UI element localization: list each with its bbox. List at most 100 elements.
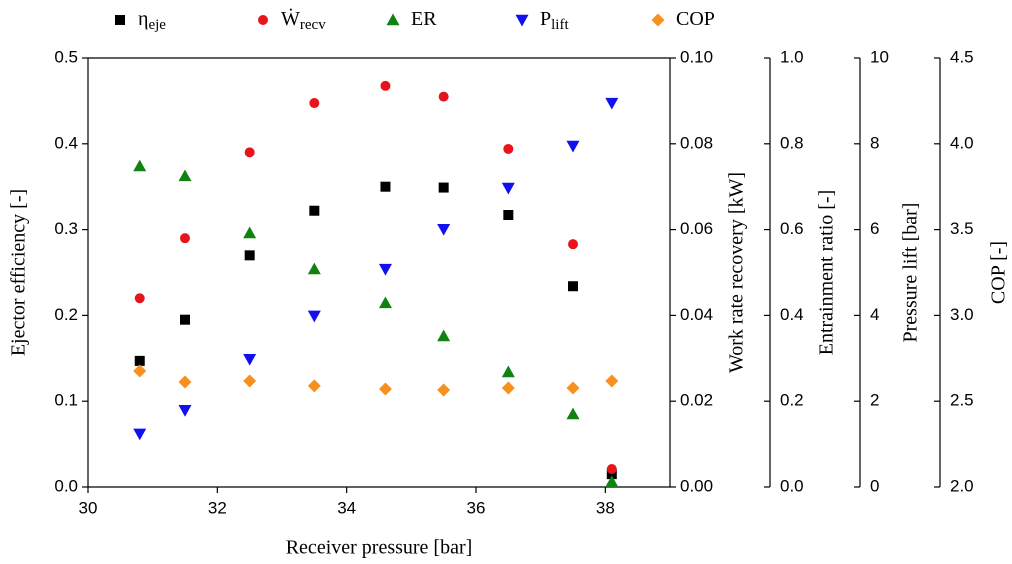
- y3-axis-title: Entrainment ratio [-]: [816, 190, 838, 356]
- y2-tick-label: 0.06: [680, 219, 713, 238]
- data-point: [378, 382, 392, 396]
- y4-tick-label: 10: [870, 47, 889, 66]
- legend-marker: [386, 13, 400, 26]
- y5-tick-label: 3.5: [950, 219, 974, 238]
- y5-axis-title: COP [-]: [988, 241, 1010, 304]
- legend-name: ER: [411, 8, 437, 30]
- data-point: [566, 381, 580, 395]
- y-tick-label: 0.3: [54, 219, 78, 238]
- x-tick-label: 38: [596, 498, 615, 517]
- data-point: [606, 469, 617, 480]
- y3-tick-label: 0.0: [780, 476, 804, 495]
- data-point: [501, 365, 515, 378]
- data-point: [178, 169, 192, 182]
- data-point: [503, 143, 514, 154]
- x-tick-label: 32: [208, 498, 227, 517]
- x-tick-label: 30: [79, 498, 98, 517]
- y-tick-label: 0.4: [54, 133, 78, 152]
- legend-name: Ẇ: [281, 7, 300, 30]
- legend-label: COP: [676, 8, 715, 30]
- data-point: [134, 355, 145, 366]
- data-point: [380, 181, 391, 192]
- data-point: [437, 329, 451, 342]
- y2-tick-label: 0.08: [680, 133, 713, 152]
- data-point: [568, 281, 578, 292]
- y2-axis-title: Work rate recovery [kW]: [726, 172, 748, 373]
- x-tick-label: 36: [467, 498, 486, 517]
- data-point: [243, 353, 257, 366]
- data-point: [378, 296, 392, 309]
- legend-subscript: eje: [148, 17, 166, 33]
- y5-tick-label: 2.5: [950, 391, 974, 410]
- data-point: [566, 140, 580, 153]
- y2-tick-label: 0.00: [680, 476, 713, 495]
- y2-tick-label: 0.04: [680, 305, 713, 324]
- legend-subscript: recv: [300, 17, 326, 33]
- data-point: [134, 293, 145, 304]
- y5-tick-label: 4.5: [950, 47, 974, 66]
- data-point: [133, 364, 147, 378]
- data-point: [244, 147, 255, 158]
- data-point: [243, 226, 257, 239]
- data-point: [438, 91, 449, 102]
- y2-tick-label: 0.02: [680, 391, 713, 410]
- data-point: [437, 223, 451, 236]
- y-tick-label: 0.2: [54, 305, 78, 324]
- y4-axis-title: Pressure lift [bar]: [900, 203, 922, 343]
- legend-label: Ẇrecv: [281, 7, 326, 34]
- legend-marker: [515, 14, 529, 27]
- y3-tick-label: 1.0: [780, 47, 804, 66]
- data-point: [243, 374, 257, 388]
- y3-tick-label: 0.2: [780, 391, 804, 410]
- y5-tick-label: 2.0: [950, 476, 974, 495]
- y-tick-label: 0.0: [54, 476, 78, 495]
- data-point: [566, 407, 580, 420]
- y3-tick-label: 0.4: [780, 305, 804, 324]
- y4-tick-label: 6: [870, 219, 879, 238]
- y3-tick-label: 0.6: [780, 219, 804, 238]
- y-tick-label: 0.1: [54, 391, 78, 410]
- data-point: [605, 374, 619, 388]
- y4-tick-label: 4: [870, 305, 879, 324]
- legend-label: Plift: [540, 8, 569, 34]
- legend-name: P: [540, 8, 551, 30]
- data-point: [307, 262, 321, 275]
- x-tick-label: 34: [337, 498, 356, 517]
- data-point: [244, 250, 255, 261]
- data-point: [438, 182, 449, 193]
- data-point: [309, 205, 320, 216]
- legend-name: COP: [676, 8, 715, 30]
- legend-subscript: lift: [551, 17, 569, 33]
- legend-label: ηeje: [138, 8, 166, 34]
- y4-tick-label: 8: [870, 133, 879, 152]
- data-point: [568, 239, 578, 250]
- data-point: [501, 381, 515, 395]
- data-point: [180, 233, 190, 244]
- data-point: [133, 428, 147, 441]
- y4-tick-label: 0: [870, 476, 879, 495]
- data-point: [437, 383, 451, 397]
- data-point: [307, 379, 321, 393]
- y-axis-title: Ejector efficiency [-]: [8, 189, 30, 356]
- data-point: [307, 310, 321, 323]
- y2-tick-label: 0.10: [680, 47, 713, 66]
- data-point: [178, 375, 192, 389]
- y-tick-label: 0.5: [54, 47, 78, 66]
- data-point: [606, 463, 617, 474]
- data-point: [380, 80, 391, 91]
- legend-marker: [115, 15, 125, 25]
- y4-tick-label: 2: [870, 391, 879, 410]
- data-point: [605, 475, 619, 488]
- data-point: [605, 97, 619, 110]
- data-point: [178, 405, 192, 417]
- data-point: [378, 263, 392, 276]
- y5-tick-label: 3.0: [950, 305, 974, 324]
- data-point: [503, 210, 514, 221]
- data-point: [180, 314, 190, 325]
- data-point: [501, 182, 515, 195]
- legend-label: ER: [411, 8, 437, 30]
- x-axis-title: Receiver pressure [bar]: [286, 537, 473, 559]
- data-point: [133, 159, 147, 172]
- data-point: [309, 98, 320, 109]
